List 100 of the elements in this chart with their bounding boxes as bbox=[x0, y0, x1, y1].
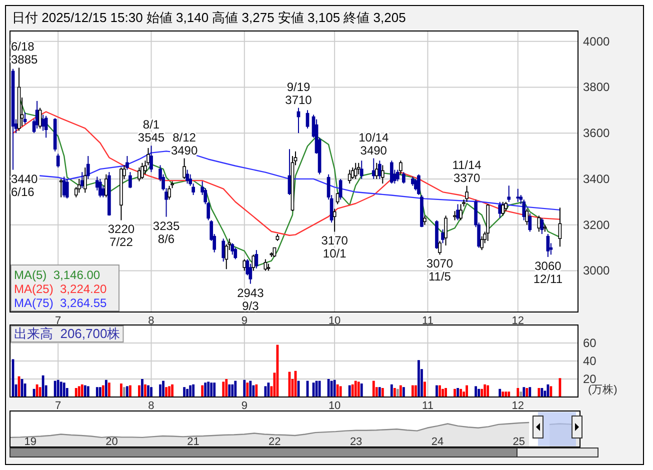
candlestick bbox=[498, 201, 502, 218]
bar bbox=[436, 385, 438, 397]
candlestick bbox=[378, 160, 382, 180]
candlestick bbox=[56, 153, 60, 168]
candlestick bbox=[504, 201, 508, 212]
candlestick bbox=[414, 178, 418, 191]
bar bbox=[126, 386, 128, 397]
candlestick bbox=[86, 156, 90, 180]
bar bbox=[348, 385, 351, 397]
candlestick bbox=[338, 178, 342, 200]
annotation: 3070 11/5 bbox=[426, 256, 454, 284]
bar bbox=[150, 387, 152, 397]
bar bbox=[486, 385, 490, 397]
candlestick bbox=[128, 172, 132, 189]
candlestick bbox=[380, 164, 384, 184]
bar bbox=[249, 380, 252, 397]
bar bbox=[480, 388, 484, 397]
bar bbox=[399, 385, 402, 397]
y-tick-label: 40 bbox=[583, 354, 597, 368]
candlestick bbox=[126, 156, 129, 170]
bar bbox=[189, 385, 192, 397]
candlestick bbox=[186, 169, 189, 184]
bar bbox=[456, 388, 459, 397]
bar bbox=[162, 380, 164, 397]
annotation: 3440 6/16 bbox=[11, 172, 38, 199]
bar bbox=[74, 388, 78, 397]
bar bbox=[96, 387, 98, 397]
annotation: 11/14 3370 bbox=[452, 158, 482, 185]
candlestick bbox=[80, 172, 84, 189]
bar bbox=[102, 385, 104, 397]
candlestick bbox=[444, 215, 448, 246]
bar bbox=[225, 379, 228, 397]
bar bbox=[147, 385, 150, 397]
candlestick bbox=[374, 162, 378, 180]
x-tick-label: 8 bbox=[148, 400, 154, 412]
candlestick bbox=[540, 217, 544, 235]
candlestick bbox=[38, 107, 42, 129]
candlestick bbox=[528, 212, 532, 232]
x-tick-label: 12 bbox=[512, 400, 524, 412]
x-tick-label: 23 bbox=[350, 436, 362, 448]
candlestick bbox=[423, 215, 426, 226]
bar bbox=[333, 380, 336, 397]
bar bbox=[62, 382, 66, 397]
bar bbox=[144, 384, 146, 397]
bar bbox=[123, 387, 126, 397]
bar bbox=[396, 388, 399, 397]
candlestick bbox=[390, 160, 394, 184]
bar bbox=[108, 382, 110, 397]
bar bbox=[390, 384, 393, 397]
candlestick bbox=[441, 228, 444, 244]
y-axis-title: (万株) bbox=[588, 383, 618, 396]
bar bbox=[336, 384, 339, 397]
bar bbox=[360, 384, 363, 397]
x-tick-label: 11 bbox=[422, 315, 434, 327]
bar bbox=[42, 375, 44, 397]
bar bbox=[228, 384, 231, 397]
candlestick bbox=[288, 148, 292, 196]
candlestick bbox=[546, 234, 550, 258]
bar bbox=[207, 382, 210, 397]
candlestick bbox=[140, 162, 144, 180]
candlestick bbox=[522, 199, 526, 221]
candlestick bbox=[62, 176, 66, 198]
bar bbox=[246, 382, 249, 397]
bar bbox=[138, 385, 140, 397]
y-tick-label: 3400 bbox=[583, 172, 610, 186]
bar bbox=[484, 384, 486, 397]
candlestick bbox=[252, 254, 256, 272]
bar bbox=[466, 385, 468, 397]
annotation: 6/18 3885 bbox=[11, 40, 38, 67]
bar bbox=[460, 388, 462, 397]
bar bbox=[526, 388, 528, 397]
bar bbox=[86, 386, 90, 397]
candlestick bbox=[272, 247, 276, 258]
candlestick bbox=[104, 174, 108, 198]
x-tick-label: 8 bbox=[148, 315, 154, 327]
x-tick-label: 9 bbox=[241, 315, 248, 327]
candlestick bbox=[402, 172, 406, 184]
candlestick bbox=[465, 185, 468, 202]
bar bbox=[213, 382, 216, 397]
bar bbox=[498, 388, 502, 397]
bar bbox=[546, 384, 550, 397]
bar bbox=[98, 387, 102, 397]
bar bbox=[255, 384, 258, 397]
x-tick-label: 24 bbox=[431, 436, 444, 448]
candlestick bbox=[438, 240, 442, 256]
bar bbox=[454, 388, 456, 397]
x-tick-label: 11 bbox=[422, 400, 434, 412]
bar bbox=[264, 386, 267, 397]
candlestick bbox=[98, 178, 102, 198]
x-tick-label: 10 bbox=[328, 400, 341, 412]
candlestick bbox=[501, 201, 505, 216]
legend: MA(5) 3,146.00 MA(25) 3,224.20 MA(75) 3,264.55 bbox=[10, 264, 120, 312]
bar bbox=[516, 388, 520, 397]
bar bbox=[84, 385, 86, 397]
bar bbox=[474, 386, 478, 397]
annotation: 9/19 3710 bbox=[285, 80, 312, 107]
bar bbox=[210, 382, 213, 397]
candlestick bbox=[480, 236, 484, 251]
y-tick-label: 20 bbox=[583, 372, 597, 386]
bar bbox=[168, 386, 170, 397]
